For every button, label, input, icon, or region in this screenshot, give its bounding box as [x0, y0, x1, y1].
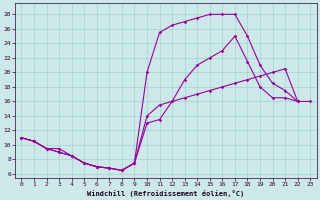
X-axis label: Windchill (Refroidissement éolien,°C): Windchill (Refroidissement éolien,°C) — [87, 190, 244, 197]
